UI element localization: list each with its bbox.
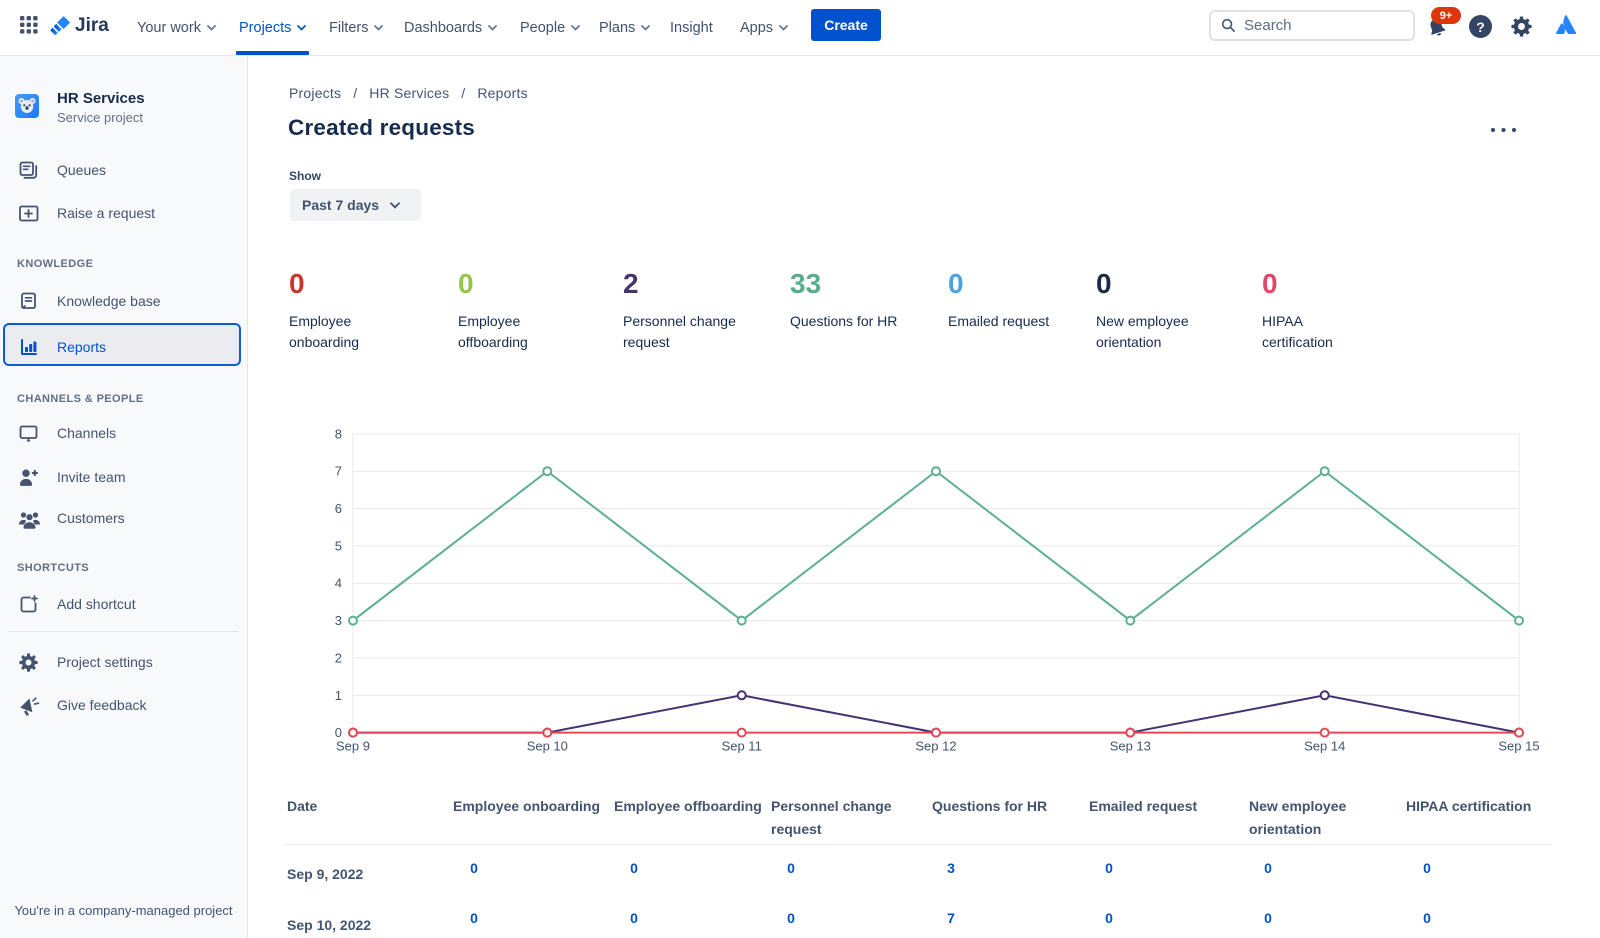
svg-text:5: 5 [335, 538, 342, 553]
svg-text:3: 3 [335, 613, 342, 628]
svg-text:2: 2 [335, 650, 342, 665]
svg-text:7: 7 [335, 464, 342, 479]
svg-text:6: 6 [335, 501, 342, 516]
svg-text:Sep 14: Sep 14 [1304, 739, 1345, 754]
svg-text:8: 8 [335, 426, 342, 441]
svg-text:Sep 11: Sep 11 [722, 739, 762, 754]
svg-text:Sep 15: Sep 15 [1498, 739, 1539, 754]
svg-text:0: 0 [335, 725, 342, 740]
svg-text:4: 4 [335, 576, 342, 591]
svg-text:Sep 13: Sep 13 [1110, 739, 1151, 754]
svg-text:Sep 10: Sep 10 [527, 739, 568, 754]
svg-text:Sep 12: Sep 12 [915, 739, 956, 754]
svg-text:1: 1 [335, 688, 342, 703]
svg-text:Sep 9: Sep 9 [336, 739, 370, 754]
